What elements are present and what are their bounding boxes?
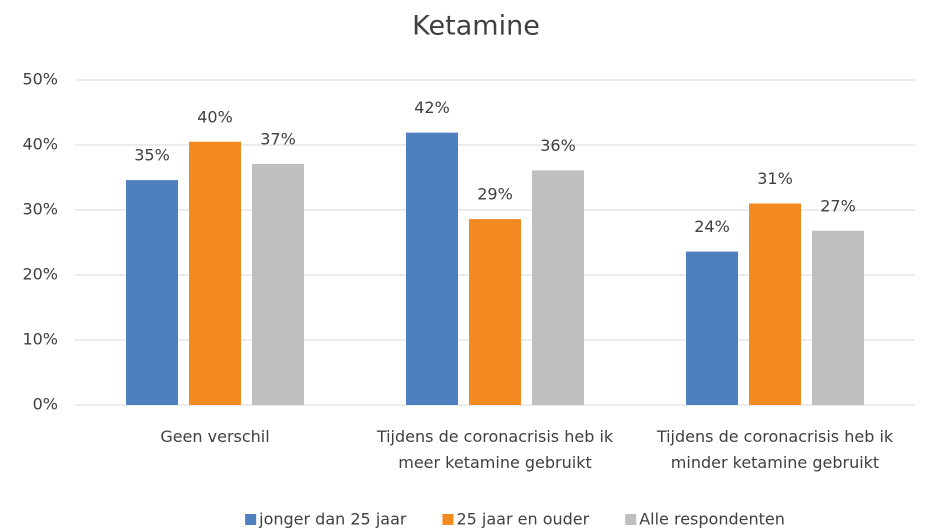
legend-label: Alle respondenten bbox=[639, 510, 785, 529]
y-tick-label: 20% bbox=[22, 265, 58, 284]
data-label: 42% bbox=[414, 98, 450, 117]
x-tick-label: Geen verschil bbox=[160, 427, 269, 446]
data-label: 29% bbox=[477, 185, 513, 204]
x-tick-label: Tijdens de coronacrisis heb ik minder ket… bbox=[656, 427, 894, 472]
data-label: 31% bbox=[757, 169, 793, 188]
y-tick-label: 50% bbox=[22, 70, 58, 89]
bar bbox=[469, 219, 521, 405]
bar bbox=[252, 163, 304, 405]
data-label: 35% bbox=[134, 146, 170, 165]
y-tick-label: 30% bbox=[22, 200, 58, 219]
bar bbox=[189, 141, 241, 405]
bar bbox=[126, 180, 178, 405]
y-tick-label: 0% bbox=[33, 395, 58, 414]
bar bbox=[406, 132, 458, 405]
bar bbox=[749, 203, 801, 405]
bar bbox=[532, 170, 584, 405]
legend-swatch bbox=[442, 514, 454, 525]
data-label: 27% bbox=[820, 196, 856, 215]
data-label: 40% bbox=[197, 107, 233, 126]
bar bbox=[812, 230, 864, 405]
data-label: 24% bbox=[694, 217, 730, 236]
data-label: 36% bbox=[540, 136, 576, 155]
x-tick-label: Tijdens de coronacrisis heb ik meer ketam… bbox=[376, 427, 614, 472]
data-label: 37% bbox=[260, 129, 296, 148]
y-tick-label: 40% bbox=[22, 135, 58, 154]
chart-title: Ketamine bbox=[412, 11, 540, 42]
legend-swatch bbox=[245, 514, 257, 525]
y-tick-label: 10% bbox=[22, 330, 58, 349]
legend-label: jonger dan 25 jaar bbox=[258, 510, 407, 529]
legend-swatch bbox=[625, 514, 637, 525]
bar bbox=[686, 251, 738, 405]
legend-label: 25 jaar en ouder bbox=[456, 510, 589, 529]
